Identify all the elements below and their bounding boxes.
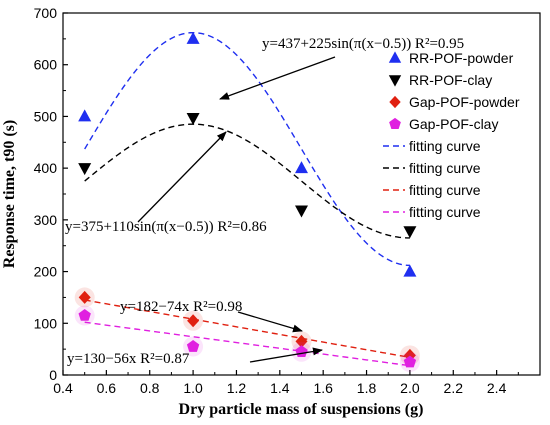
y-tick-label: 400: [34, 160, 58, 176]
x-tick-label: 2.2: [444, 380, 464, 396]
y-tick-label: 600: [34, 57, 58, 73]
data-point-series-3: [78, 290, 91, 304]
y-tick-label: 200: [34, 264, 58, 280]
data-point-series-2: [295, 205, 308, 218]
fit-curve-2: [84, 123, 410, 239]
data-point-series-4: [186, 340, 200, 352]
y-axis-ticks: 0 100 200 300 400 500 600 700: [34, 5, 68, 383]
data-point-series-4: [403, 355, 417, 368]
legend-label-2: RR-POF-clay: [409, 72, 492, 88]
legend: RR-POF-powder RR-POF-clay Gap-POF-powder Ga…: [383, 50, 520, 220]
data-point-series-3: [295, 334, 308, 348]
fit-curve-1: [84, 31, 410, 267]
annotation-arrows: [137, 56, 336, 363]
fit-curves: [84, 31, 411, 367]
y-tick-label: 700: [34, 5, 58, 21]
arrow-eq1: [219, 56, 336, 100]
y-tick-label: 300: [34, 212, 58, 228]
legend-marker-4: [389, 117, 401, 129]
x-axis-ticks: 0.4 0.6 0.8 1.0 1.2 1.4 1.6 1.8 2.0 2.2 2.4: [53, 370, 519, 396]
legend-label-fit-1: fitting curve: [409, 138, 481, 154]
data-point-series-3: [187, 314, 200, 328]
annotation-eq1: y=437+225sin(π(x−0.5)) R²=0.95: [262, 36, 464, 52]
data-point-series-1: [186, 31, 200, 44]
data-point-series-2: [186, 112, 200, 125]
arrow-eq3: [237, 311, 303, 333]
y-tick-label: 500: [34, 108, 58, 124]
legend-label-1: RR-POF-powder: [409, 50, 514, 66]
x-tick-label: 0.4: [53, 380, 73, 396]
legend-marker-1: [388, 51, 402, 63]
x-tick-label: 1.6: [313, 380, 333, 396]
data-point-series-1: [78, 109, 92, 122]
data-point-series-1: [403, 264, 417, 277]
x-tick-label: 1.4: [270, 380, 290, 396]
x-tick-label: 1.0: [183, 380, 203, 396]
x-tick-label: 2.4: [487, 380, 507, 396]
x-tick-label: 0.6: [97, 380, 117, 396]
data-point-series-2: [78, 163, 92, 176]
legend-marker-2: [388, 75, 402, 87]
arrow-eq4: [249, 347, 323, 363]
legend-label-fit-4: fitting curve: [409, 204, 481, 220]
y-tick-label: 100: [34, 315, 58, 331]
x-tick-label: 1.2: [227, 380, 247, 396]
legend-marker-3: [389, 95, 401, 109]
data-points: [74, 31, 420, 373]
fit-curve-3: [84, 299, 411, 359]
legend-label-4: Gap-POF-clay: [409, 116, 498, 132]
arrow-eq2: [137, 131, 227, 223]
y-axis-title: Response time, t90 (s): [1, 120, 18, 268]
x-tick-label: 0.8: [140, 380, 160, 396]
data-point-series-4: [78, 309, 91, 321]
data-point-series-2: [403, 226, 417, 239]
annotation-eq4: y=130−56x R²=0.87: [67, 351, 190, 367]
legend-label-fit-3: fitting curve: [409, 182, 481, 198]
annotation-eq2: y=375+110sin(π(x−0.5)) R²=0.86: [65, 219, 267, 235]
x-tick-label: 1.8: [357, 380, 377, 396]
y-tick-label: 0: [49, 367, 57, 383]
annotation-eq3: y=182−74x R²=0.98: [120, 299, 242, 315]
legend-label-fit-2: fitting curve: [409, 160, 481, 176]
x-axis-title: Dry particle mass of suspensions (g): [179, 401, 424, 418]
fit-curve-4: [84, 321, 411, 367]
legend-label-3: Gap-POF-powder: [409, 94, 520, 110]
x-tick-label: 2.0: [400, 380, 420, 396]
data-point-series-1: [295, 161, 308, 174]
